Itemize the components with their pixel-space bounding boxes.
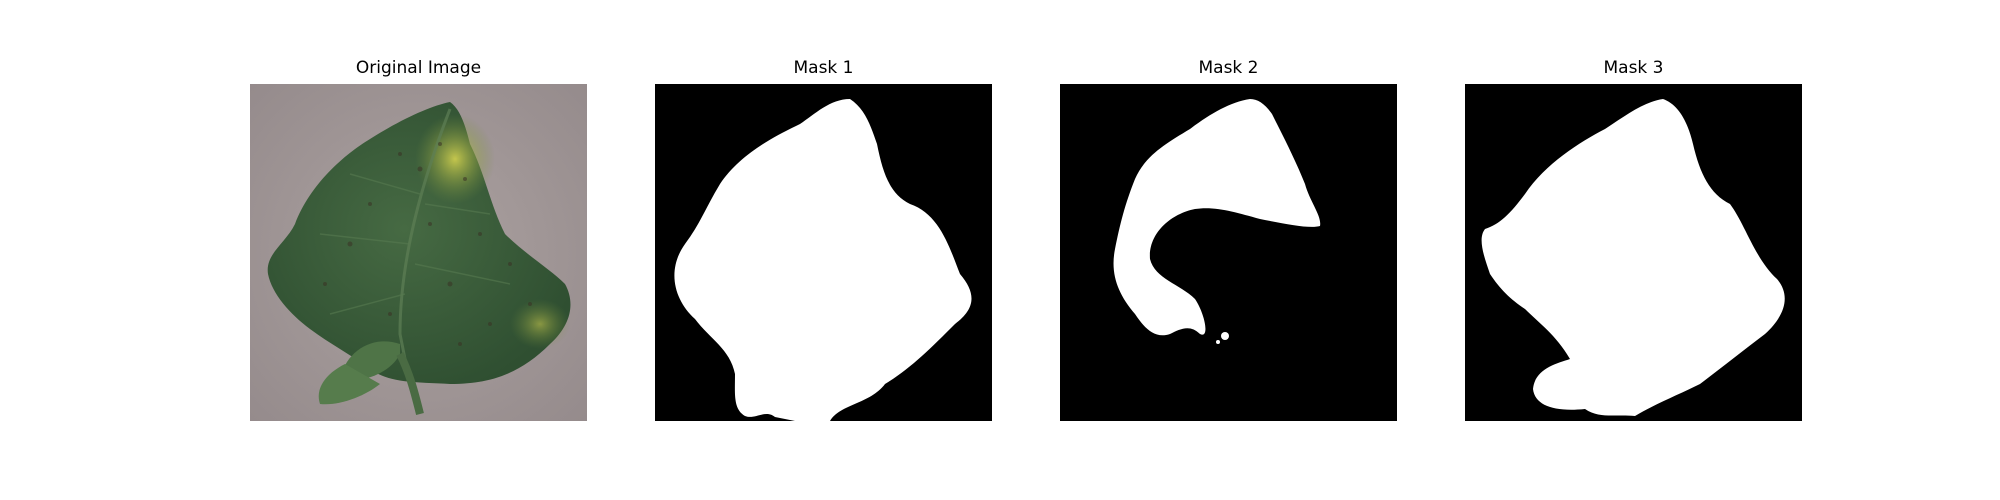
panel-title-original-image: Original Image [355,58,482,78]
mask-2-panel [1060,84,1397,421]
mask-1-image [655,84,992,421]
panel-title-mask-1: Mask 1 [793,58,854,78]
leaf-photo [250,84,587,421]
panel-title-mask-3: Mask 3 [1603,58,1664,78]
mask-1-panel [655,84,992,421]
panel-title-mask-2: Mask 2 [1198,58,1259,78]
mask-2-image [1060,84,1397,421]
original-image-panel [250,84,587,421]
mask-3-panel [1465,84,1802,421]
mask-3-image [1465,84,1802,421]
